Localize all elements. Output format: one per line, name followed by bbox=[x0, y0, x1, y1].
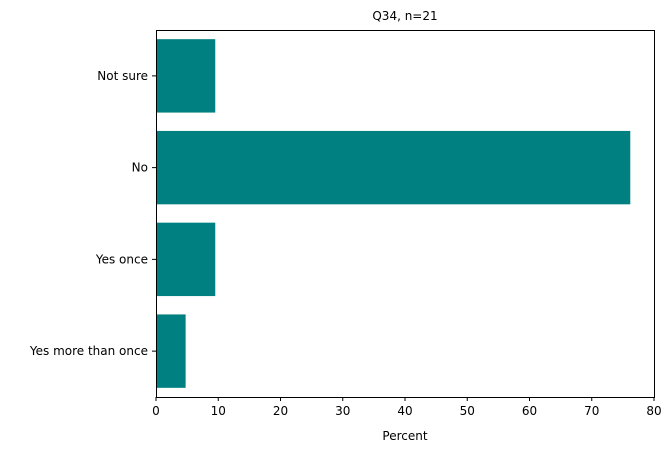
x-axis-label: Percent bbox=[382, 429, 427, 443]
x-tick-label: 60 bbox=[522, 404, 537, 418]
x-tick-label: 0 bbox=[152, 404, 160, 418]
bar-yes-more-than-once bbox=[156, 314, 186, 388]
x-tick-label: 30 bbox=[335, 404, 350, 418]
x-tick-label: 80 bbox=[646, 404, 661, 418]
x-tick-label: 50 bbox=[460, 404, 475, 418]
plot-frame bbox=[156, 30, 655, 398]
y-tick-label: No bbox=[132, 161, 148, 175]
y-tick-label: Yes once bbox=[95, 252, 148, 266]
bar-not-sure bbox=[156, 39, 216, 113]
x-tick-label: 40 bbox=[397, 404, 412, 418]
x-axis-ticks: 0 10 20 30 40 50 60 70 80 bbox=[152, 397, 662, 418]
chart-title: Q34, n=21 bbox=[372, 9, 437, 23]
x-tick-label: 70 bbox=[584, 404, 599, 418]
bar-yes-once bbox=[156, 222, 216, 297]
y-tick-label: Yes more than once bbox=[29, 344, 148, 358]
x-tick-label: 10 bbox=[211, 404, 226, 418]
bar-no bbox=[156, 130, 631, 205]
bars-layer bbox=[156, 39, 631, 388]
x-tick-label: 20 bbox=[273, 404, 288, 418]
y-tick-label: Not sure bbox=[97, 69, 148, 83]
y-axis-ticks: Yes more than once Yes once No Not sure bbox=[29, 69, 156, 358]
